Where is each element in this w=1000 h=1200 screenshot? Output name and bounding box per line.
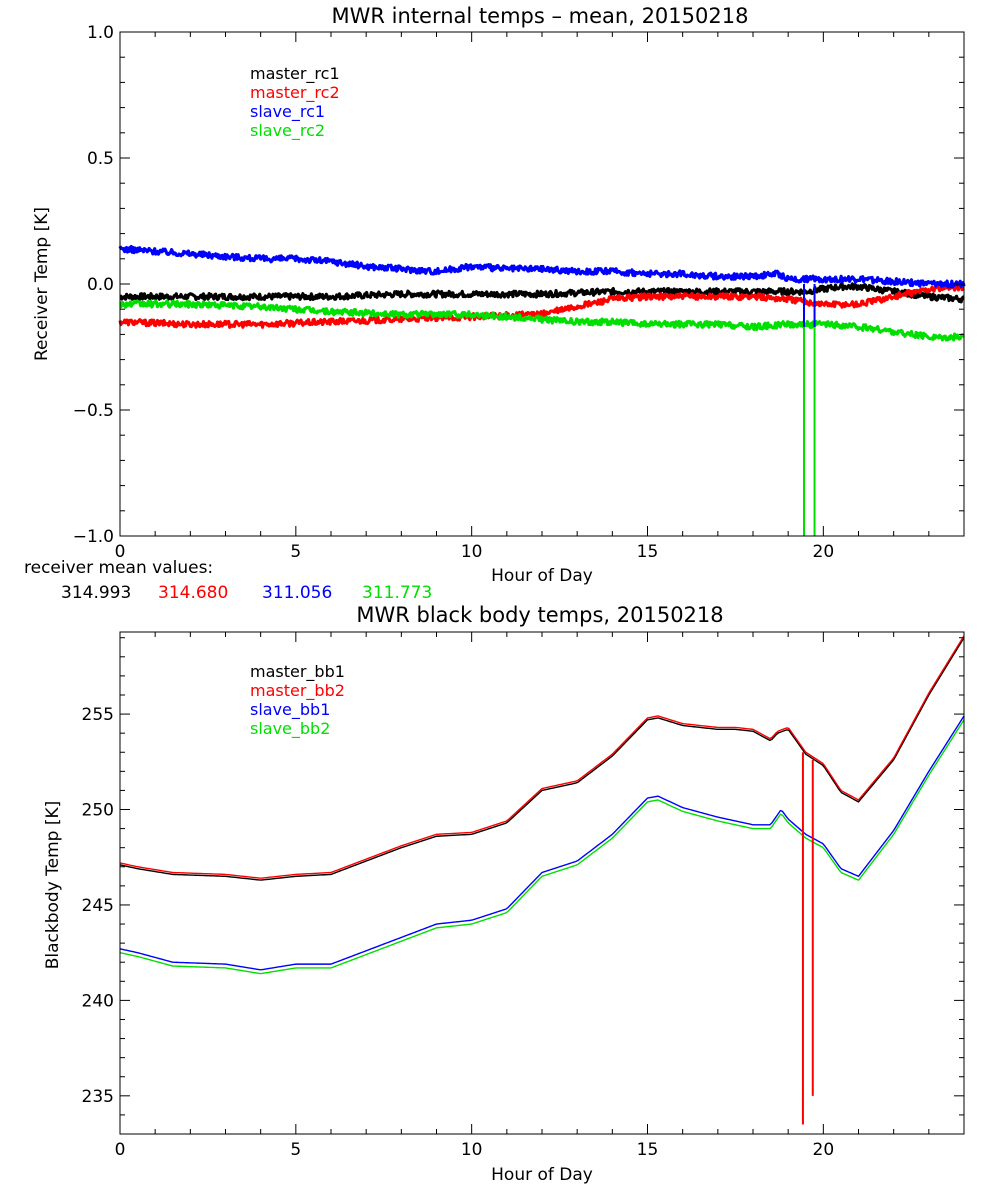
y-tick-label: 245	[82, 896, 114, 916]
series-line-slave_rc1	[118, 244, 966, 289]
receiver-mean-values: receiver mean values: 314.993 314.680 31…	[24, 558, 432, 603]
x-tick-label: 15	[637, 542, 659, 562]
receiver-temp-chart: MWR internal temps – mean, 20150218 0 5 10…	[32, 4, 966, 586]
receiver-mean-label: receiver mean values:	[24, 558, 213, 578]
y-tick-label: 0.0	[87, 275, 114, 295]
legend-entry: slave_rc2	[250, 121, 325, 141]
blackbody-temp-chart: MWR black body temps, 20150218 0 5 10 15 20 …	[43, 603, 965, 1185]
series-line-slave_bb1	[119, 715, 965, 971]
x-axis-label: Hour of Day	[491, 1165, 593, 1185]
y-tick-label: 250	[82, 801, 114, 821]
x-tick-label: 15	[637, 1140, 659, 1160]
chart-title: MWR black body temps, 20150218	[356, 603, 723, 627]
axis-ticks	[119, 632, 964, 1135]
y-tick-label: −1.0	[73, 527, 114, 547]
plot-frame	[119, 31, 965, 537]
y-tick-label: 255	[82, 705, 114, 725]
x-tick-label: 5	[290, 542, 301, 562]
x-tick-label: 5	[290, 1140, 301, 1160]
y-tick-label: 1.0	[87, 23, 114, 43]
x-tick-label: 0	[115, 542, 126, 562]
y-axis-label: Blackbody Temp [K]	[43, 801, 63, 970]
legend-entry: slave_bb1	[250, 700, 330, 720]
x-axis-label: Hour of Day	[491, 566, 593, 586]
axis-ticks	[119, 31, 964, 537]
legend-entry: slave_bb2	[250, 719, 330, 739]
x-tick-label: 0	[115, 1140, 126, 1160]
legend-entry: master_bb2	[250, 681, 345, 701]
y-axis-label: Receiver Temp [K]	[32, 207, 52, 361]
x-tick-label: 10	[461, 1140, 483, 1160]
series-line-master_rc1	[119, 282, 965, 304]
legend-entry: master_bb1	[250, 662, 345, 682]
x-tick-labels: 0 5 10 15 20	[115, 542, 835, 562]
receiver-mean-value: 314.680	[158, 583, 228, 603]
series-line-slave_rc2	[119, 299, 965, 342]
legend: master_rc1 master_rc2 slave_rc1 slave_rc…	[250, 64, 340, 141]
x-tick-label: 10	[461, 542, 483, 562]
y-tick-label: 0.5	[87, 149, 114, 169]
plot-frame	[119, 631, 965, 1135]
x-tick-label: 20	[813, 1140, 835, 1160]
receiver-mean-value: 311.773	[362, 583, 432, 603]
plot-area	[118, 244, 966, 536]
series-line-master_bb1	[119, 637, 965, 881]
chart-title: MWR internal temps – mean, 20150218	[332, 4, 749, 28]
x-tick-labels: 0 5 10 15 20	[115, 1140, 835, 1160]
legend: master_bb1 master_bb2 slave_bb1 slave_bb…	[250, 662, 345, 739]
series-line-slave_bb2	[119, 719, 965, 975]
y-tick-labels: −1.0 −0.5 0.0 0.5 1.0	[73, 23, 114, 547]
plot-area	[119, 635, 965, 1125]
y-tick-labels: 235 240 245 250 255	[82, 705, 114, 1107]
y-tick-label: 240	[82, 991, 114, 1011]
series-line-master_bb2	[119, 635, 965, 879]
legend-entry: master_rc1	[250, 64, 340, 84]
receiver-mean-value: 314.993	[61, 583, 131, 603]
x-tick-label: 20	[813, 542, 835, 562]
legend-entry: master_rc2	[250, 83, 340, 103]
y-tick-label: 235	[82, 1087, 114, 1107]
y-tick-label: −0.5	[73, 401, 114, 421]
receiver-mean-value: 311.056	[262, 583, 332, 603]
legend-entry: slave_rc1	[250, 102, 325, 122]
